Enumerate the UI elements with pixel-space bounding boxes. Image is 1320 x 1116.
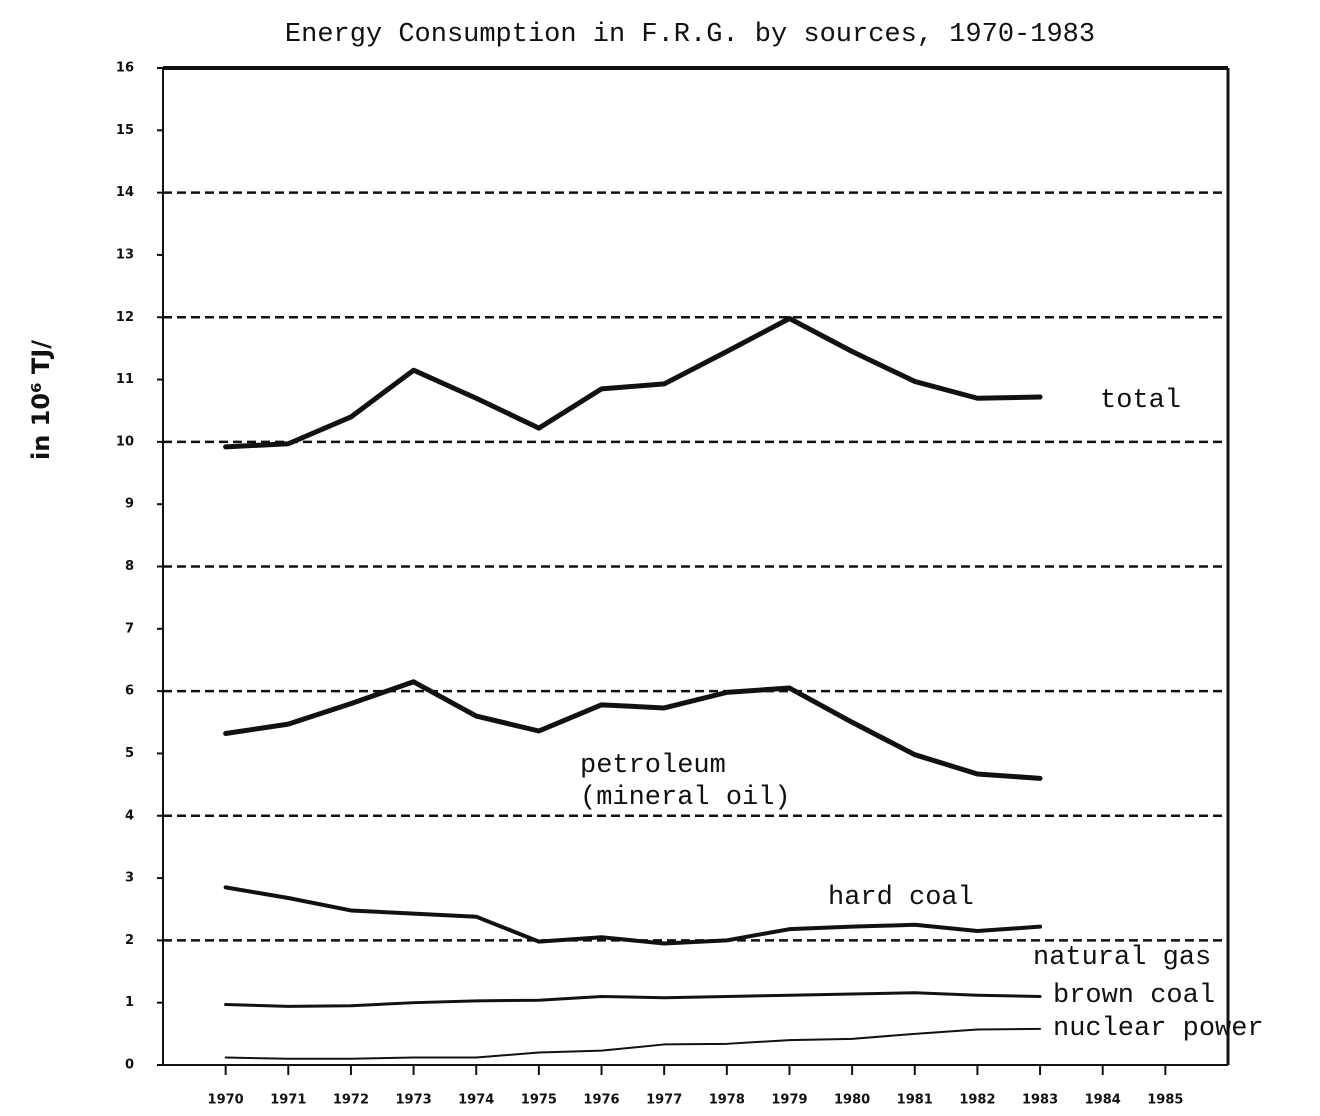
y-tick-label: 9 bbox=[125, 497, 134, 512]
x-tick-label: 1981 bbox=[897, 1093, 933, 1108]
y-tick-label: 12 bbox=[116, 310, 134, 325]
x-tick-label: 1972 bbox=[333, 1093, 369, 1108]
x-tick-label: 1970 bbox=[208, 1093, 244, 1108]
series-line bbox=[223, 315, 1043, 450]
y-tick-label: 5 bbox=[125, 746, 134, 761]
series-line bbox=[223, 679, 1043, 781]
series-line bbox=[224, 1027, 1042, 1060]
y-tick-label: 10 bbox=[116, 434, 134, 449]
x-tick-label: 1983 bbox=[1022, 1093, 1058, 1108]
y-tick-label: 16 bbox=[116, 61, 134, 76]
y-tick-label: 7 bbox=[125, 621, 134, 636]
x-tick-label: 1973 bbox=[395, 1093, 431, 1108]
series-label: hard coal bbox=[828, 883, 974, 913]
series-label: nuclear power bbox=[1053, 1014, 1264, 1044]
y-tick-label: 15 bbox=[116, 123, 134, 138]
y-tick-label: 6 bbox=[125, 684, 134, 699]
y-tick-label: 8 bbox=[125, 559, 134, 574]
series-line bbox=[224, 991, 1042, 1008]
x-tick-label: 1976 bbox=[583, 1093, 619, 1108]
x-tick-label: 1978 bbox=[709, 1093, 745, 1108]
x-tick-label: 1977 bbox=[646, 1093, 682, 1108]
x-tick-label: 1985 bbox=[1147, 1093, 1183, 1108]
y-tick-label: 2 bbox=[125, 933, 134, 948]
y-tick-label: 13 bbox=[116, 247, 134, 262]
series-label: petroleum (mineral oil) bbox=[580, 751, 791, 813]
x-tick-label: 1980 bbox=[834, 1093, 870, 1108]
y-tick-label: 0 bbox=[125, 1058, 134, 1073]
annotation: natural gas bbox=[1033, 943, 1211, 973]
y-tick-label: 14 bbox=[116, 185, 134, 200]
y-tick-label: 1 bbox=[125, 995, 134, 1010]
y-tick-label: 4 bbox=[125, 808, 134, 823]
series-label: brown coal bbox=[1053, 981, 1215, 1011]
x-tick-label: 1974 bbox=[458, 1093, 494, 1108]
series-line bbox=[223, 885, 1043, 946]
x-tick-label: 1984 bbox=[1085, 1093, 1121, 1108]
y-tick-label: 11 bbox=[116, 372, 134, 387]
x-tick-label: 1982 bbox=[959, 1093, 995, 1108]
y-tick-label: 3 bbox=[125, 871, 134, 886]
y-axis-label: in 10⁶ TJ/ bbox=[27, 340, 55, 460]
chart-title: Energy Consumption in F.R.G. by sources,… bbox=[285, 20, 1095, 50]
series-label: total bbox=[1100, 386, 1181, 416]
x-tick-label: 1971 bbox=[270, 1093, 306, 1108]
x-tick-label: 1979 bbox=[771, 1093, 807, 1108]
x-tick-label: 1975 bbox=[521, 1093, 557, 1108]
